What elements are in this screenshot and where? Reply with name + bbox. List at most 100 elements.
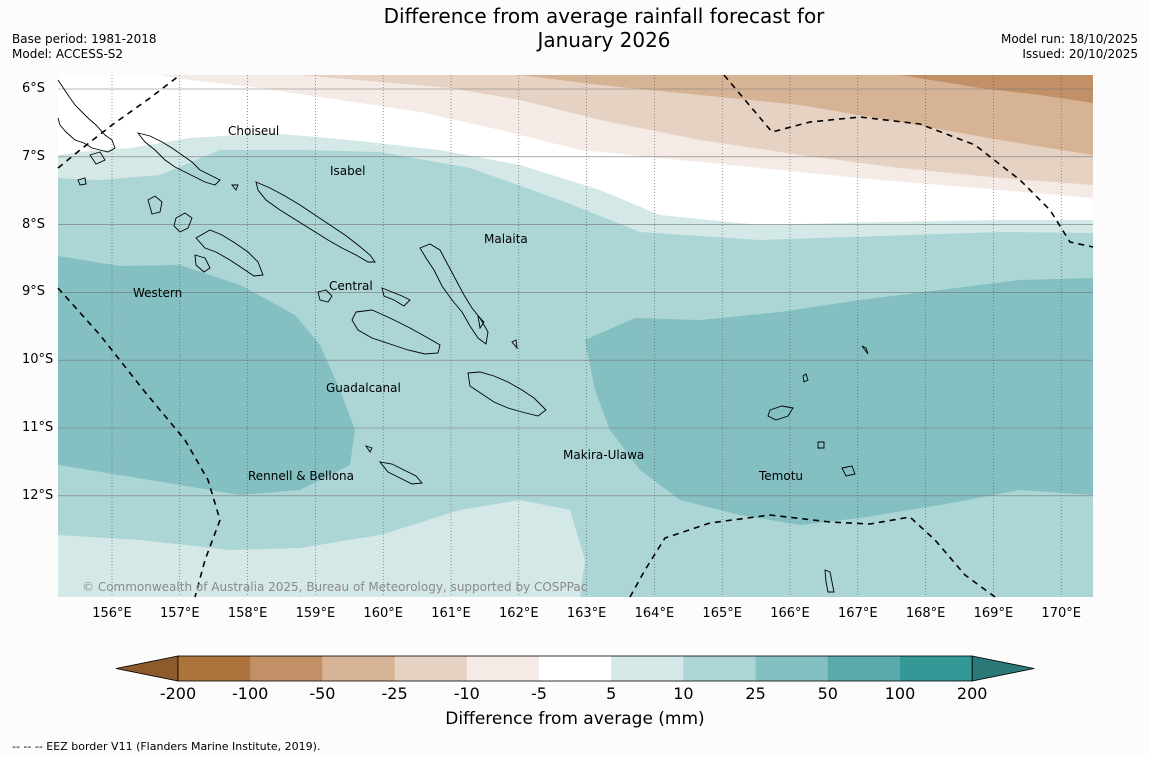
eez-south-east <box>629 514 996 598</box>
lon-tick-label: 158°E <box>227 606 268 621</box>
colorbar-tick-label: -200 <box>159 684 197 703</box>
colorbar-swatch <box>900 656 973 681</box>
model-name: Model: ACCESS-S2 <box>12 47 124 61</box>
lat-tick-label: 9°S <box>22 284 46 300</box>
lat-tick-label: 12°S <box>22 487 54 503</box>
colorbar-tick-label: -25 <box>381 684 408 703</box>
colorbar-outline <box>177 655 973 682</box>
place-label-rennell-bellona: Rennell & Bellona <box>248 469 355 483</box>
title-line-1: Difference from average rainfall forecas… <box>383 4 825 28</box>
colorbar-swatch <box>322 656 396 681</box>
colorbar <box>115 655 1035 682</box>
lon-tick-label: 163°E <box>566 606 607 621</box>
place-label-temotu: Temotu <box>759 469 804 483</box>
lon-tick-label: 164°E <box>634 606 675 621</box>
colorbar-tick-label: -50 <box>309 684 336 703</box>
island-nendo-small <box>231 184 239 191</box>
island-malaita <box>419 243 489 345</box>
lon-tick-label: 160°E <box>363 606 403 621</box>
colorbar-tick-label: 5 <box>606 684 617 703</box>
place-label-makira-ulawa: Makira-Ulawa <box>563 448 645 462</box>
lon-tick-label: 156°E <box>92 606 132 621</box>
eez-north-east <box>723 74 1094 248</box>
island-santa-cruz <box>767 405 794 421</box>
colorbar-title: Difference from average (mm) <box>445 709 705 729</box>
island-new-georgia <box>173 212 193 233</box>
lon-tick-label: 169°E <box>973 606 1014 621</box>
colorbar-tick-label: 10 <box>673 684 694 703</box>
lon-tick-label: 157°E <box>160 606 200 621</box>
coastlines <box>57 79 869 593</box>
island-bougainville <box>57 79 116 153</box>
eez-west <box>57 287 221 598</box>
island-isabel <box>255 181 376 263</box>
lat-tick-label: 10°S <box>22 352 54 368</box>
contour-teal-east <box>585 278 1093 525</box>
lon-tick-label: 170°E <box>1041 606 1081 621</box>
colorbar-tick-label: 200 <box>956 684 988 703</box>
island-duff <box>861 345 869 355</box>
island-guadalcanal <box>351 309 441 355</box>
lat-tick-label: 6°S <box>22 81 46 96</box>
colorbar-swatch <box>539 656 612 681</box>
lon-tick-label: 159°E <box>295 606 336 621</box>
island-makira <box>467 371 547 417</box>
island-tikopia <box>824 569 835 593</box>
colorbar-tick-label: -5 <box>531 684 547 703</box>
lat-tick-label: 8°S <box>22 216 46 232</box>
colorbar-tick-label: 25 <box>745 684 766 703</box>
base-period: Base period: 1981-2018 <box>12 32 157 46</box>
eez-borders <box>57 74 1094 598</box>
island-shortlands <box>89 151 106 165</box>
colorbar-high-extend <box>971 655 1035 682</box>
island-bellona <box>364 445 373 453</box>
lon-tick-label: 161°E <box>431 606 471 621</box>
colorbar-swatch <box>178 656 251 681</box>
lon-tick-label: 168°E <box>905 606 946 621</box>
island-rennell <box>378 461 423 485</box>
place-label-malaita: Malaita <box>484 232 528 246</box>
eez-west-north <box>57 74 181 169</box>
contour-layer <box>58 75 1093 597</box>
island-utupua <box>817 441 825 449</box>
island-vella-lavella <box>147 195 163 215</box>
colorbar-swatch <box>250 656 323 681</box>
colorbar-tick-label: 50 <box>817 684 838 703</box>
colorbar-swatch <box>827 656 901 681</box>
model-run: Model run: 18/10/2025 <box>1000 32 1138 46</box>
place-label-western: Western <box>133 286 183 300</box>
colorbar-tick-label: -10 <box>453 684 480 703</box>
colorbar-swatch <box>755 656 829 681</box>
island-rendova <box>194 254 211 273</box>
colorbar-swatch <box>611 656 684 681</box>
eez-footnote: -- -- -- EEZ border V11 (Flanders Marine… <box>12 740 321 753</box>
island-vanikoro <box>841 465 856 477</box>
colorbar-low-extend <box>115 655 179 682</box>
lon-tick-label: 165°E <box>702 606 742 621</box>
lon-tick-label: 166°E <box>770 606 810 621</box>
island-ontong-java <box>511 339 518 350</box>
meta-right: Model run: 18/10/2025 Issued: 20/10/2025 <box>1001 32 1138 62</box>
colorbar-swatch <box>394 656 468 681</box>
island-new-georgia-group <box>195 229 264 277</box>
island-choiseul <box>136 132 221 186</box>
place-label-choiseul: Choiseul <box>228 124 280 138</box>
island-reef-islands <box>802 373 809 383</box>
colorbar-swatch <box>683 656 757 681</box>
place-label-isabel: Isabel <box>330 164 366 178</box>
island-treasury <box>77 177 87 186</box>
colorbar-swatch <box>466 656 540 681</box>
island-small-malaita <box>477 314 485 330</box>
contour-light-teal-south <box>58 500 585 597</box>
place-label-central: Central <box>329 279 373 293</box>
colorbar-tick-label: -100 <box>232 684 269 703</box>
graticule <box>58 75 1093 597</box>
contour-medium-brown <box>520 75 1093 155</box>
copyright-notice: © Commonwealth of Australia 2025, Bureau… <box>82 580 588 594</box>
title-line-2: January 2026 <box>537 28 671 52</box>
island-florida-islands <box>317 289 333 303</box>
place-label-guadalcanal: Guadalcanal <box>326 381 401 395</box>
lon-tick-label: 162°E <box>499 606 539 621</box>
chart-title: Difference from average rainfall forecas… <box>0 4 1150 52</box>
